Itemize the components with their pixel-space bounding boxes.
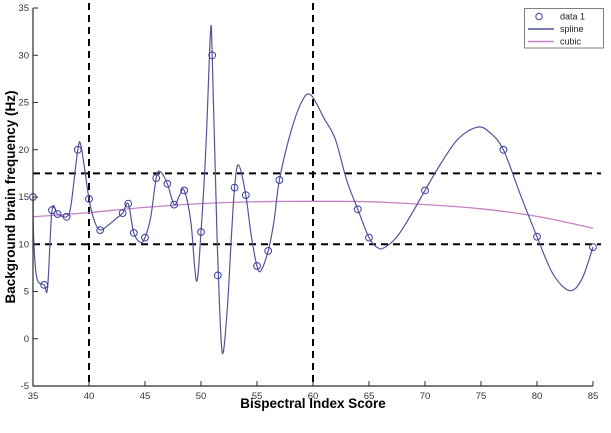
data-point-marker [264, 247, 273, 255]
legend-label: cubic [560, 37, 582, 47]
legend-label: data 1 [560, 12, 585, 22]
data-point-marker [62, 212, 71, 221]
data-point-marker [163, 179, 172, 188]
data-point-marker [118, 209, 127, 218]
data-point-marker [275, 176, 284, 184]
y-tick-label: 30 [18, 50, 29, 61]
x-tick-label: 85 [588, 391, 599, 402]
data-point-marker [253, 262, 261, 270]
x-tick-label: 40 [84, 391, 95, 402]
data-point-marker [353, 205, 362, 214]
data-point-marker [85, 195, 93, 203]
data-point-marker [40, 281, 49, 289]
data-point-marker [170, 200, 179, 209]
x-tick-label: 35 [28, 391, 39, 402]
data-point-marker [230, 183, 239, 192]
x-axis-label: Bispectral Index Score [240, 396, 386, 411]
reference-lines [33, 3, 601, 386]
spline-curve [32, 24, 594, 354]
x-axis-ticks: 35 40 45 50 55 60 65 70 75 80 85 [28, 381, 599, 402]
y-tick-label: 25 [18, 98, 29, 109]
y-tick-label: 20 [18, 145, 29, 156]
x-tick-label: 50 [196, 391, 207, 402]
axis-labels: Bispectral Index Score Background brain f… [3, 90, 386, 411]
y-tick-label: 5 [24, 287, 29, 298]
data-point-marker [96, 226, 105, 235]
y-tick-label: 10 [18, 239, 29, 250]
data-point-marker [533, 232, 541, 241]
data-point-marker [589, 243, 597, 252]
data-points [29, 51, 597, 289]
data-point-marker [197, 228, 205, 236]
y-tick-label: 35 [18, 3, 29, 14]
x-tick-label: 65 [364, 391, 375, 402]
x-tick-label: 75 [476, 391, 487, 402]
x-tick-label: 60 [308, 391, 319, 402]
y-tick-label: -5 [21, 381, 29, 392]
data-point-marker [365, 233, 373, 242]
data-point-marker [213, 271, 222, 280]
legend: data 1 spline cubic [524, 8, 604, 49]
x-tick-label: 55 [252, 391, 263, 402]
y-tick-label: 0 [24, 334, 29, 345]
data-point-marker [141, 233, 149, 242]
y-axis-label: Background brain frequency (Hz) [3, 90, 18, 303]
data-point-marker [129, 229, 138, 237]
data-point-marker [152, 174, 161, 183]
data-point-marker [73, 145, 82, 154]
cubic-curve [32, 200, 594, 229]
data-point-marker [241, 191, 250, 200]
cubic-series [32, 200, 594, 229]
x-tick-label: 45 [140, 391, 151, 402]
spline-series [32, 24, 594, 354]
x-tick-label: 70 [420, 391, 431, 402]
y-axis-ticks: -5 0 5 10 15 20 25 30 35 [18, 3, 38, 392]
legend-label: spline [560, 24, 584, 34]
data-point-marker [53, 210, 62, 218]
data-point-marker [180, 186, 189, 195]
data-point-marker [499, 145, 508, 154]
legend-marker-icon [535, 12, 543, 21]
data-point-marker [48, 206, 56, 215]
data-point-marker [421, 186, 429, 195]
y-tick-label: 15 [18, 192, 29, 203]
data-point-marker [124, 199, 133, 208]
data-point-marker [208, 51, 217, 60]
x-tick-label: 80 [532, 391, 543, 402]
